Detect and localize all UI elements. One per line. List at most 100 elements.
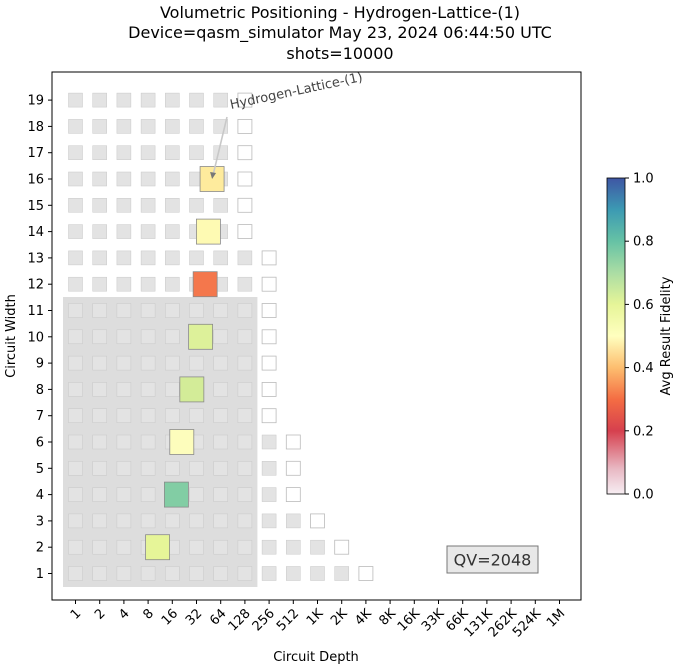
outline-cell-w15-d128 [237, 197, 253, 213]
grid-cell-w11-d64 [213, 303, 228, 318]
grid-cell-w10-d1 [68, 329, 83, 345]
grid-cell-w2-d2 [92, 539, 107, 555]
grid-cell-w8-d16 [165, 382, 180, 397]
grid-cell-w5-d8 [140, 461, 156, 476]
outline-cell-w9-d256 [261, 355, 277, 371]
x-tick-label-32: 32 [183, 606, 205, 628]
grid-cell-w10-d8 [140, 329, 156, 345]
data-point-7 [196, 218, 221, 245]
grid-cell-w1-d8 [140, 566, 156, 581]
outline-cell-w4-d512 [285, 487, 301, 503]
x-tick-label-33K: 33K [419, 606, 448, 635]
grid-cell-w3-d4 [116, 513, 132, 529]
grid-cell-w13-d2 [92, 250, 107, 266]
grid-cell-w15-d8 [140, 198, 156, 213]
y-tick-label-14: 14 [27, 225, 44, 240]
outline-cell-w16-d128 [237, 171, 253, 187]
grid-cell-w15-d1 [68, 198, 83, 213]
grid-cell-w7-d32 [189, 408, 204, 423]
y-tick-label-3: 3 [36, 514, 44, 529]
chart-title-line-2: Device=qasm_simulator May 23, 2024 06:44… [128, 23, 552, 43]
grid-cell-w6-d4 [116, 434, 132, 450]
grid-cell-w19-d8 [140, 92, 156, 108]
colorbar-tick-label-0.6: 0.6 [633, 298, 654, 313]
grid-cell-w4-d1 [68, 487, 83, 502]
grid-cell-w15-d16 [165, 198, 180, 213]
data-point-5 [188, 323, 214, 350]
grid-cell-w1-d16 [165, 566, 180, 581]
grid-cell-w16-d1 [68, 171, 83, 187]
grid-cell-w11-d1 [68, 303, 83, 318]
grid-cell-w9-d64 [213, 355, 228, 371]
grid-cell-w4-d32 [189, 487, 204, 502]
grid-cell-w7-d1 [68, 408, 83, 423]
grid-cell-w5-d2 [92, 461, 107, 476]
colorbar-tick-label-0.2: 0.2 [633, 424, 654, 439]
grid-cell-w17-d32 [189, 145, 204, 160]
outline-cell-w19-d128 [237, 92, 253, 108]
grid-cell-w18-d16 [165, 119, 180, 134]
grid-cell-w12-d16 [165, 276, 180, 292]
grid-cell-w19-d2 [92, 92, 107, 108]
y-tick-label-18: 18 [27, 120, 44, 135]
outline-cell-w1-d4K [358, 566, 374, 581]
y-tick-label-16: 16 [27, 173, 44, 188]
grid-cell-w1-d32 [189, 566, 204, 581]
grid-cell-w4-d64 [213, 487, 228, 502]
y-tick-label-1: 1 [36, 567, 44, 582]
annotation-clip-cover [200, 60, 500, 72]
grid-cell-w9-d32 [189, 355, 204, 371]
data-point-3 [169, 429, 195, 455]
grid-cell-w16-d8 [140, 171, 156, 187]
outline-cell-w3-d1K [310, 513, 325, 529]
colorbar [606, 177, 626, 495]
grid-cell-w15-d32 [189, 198, 204, 213]
data-point-6 [192, 271, 218, 298]
y-axis-label: Circuit Width [4, 294, 19, 378]
grid-cell-w1-d2 [92, 566, 107, 581]
grid-cell-w9-d2 [92, 355, 107, 371]
grid-cell-w7-d8 [140, 408, 156, 423]
grid-cell-w9-d16 [165, 355, 180, 371]
grid-cell-w1-d64 [213, 566, 228, 581]
grid-cell-w19-d1 [68, 92, 83, 108]
data-point-2 [164, 481, 189, 508]
outline-cell-w18-d128 [237, 119, 253, 134]
grid-cell-w2-d32 [189, 539, 204, 555]
grid-cell-w3-d16 [165, 513, 180, 529]
grid-cell-w3-d512 [286, 513, 301, 529]
colorbar-tick-label-0.8: 0.8 [633, 235, 654, 250]
grid-cell-w17-d8 [140, 145, 156, 160]
outline-cell-w13-d256 [261, 250, 277, 266]
grid-cell-w12-d1 [68, 276, 83, 292]
grid-cell-w12-d128 [237, 276, 253, 292]
x-tick-label-1M: 1M [544, 606, 568, 630]
grid-cell-w4-d4 [116, 487, 132, 502]
grid-cell-w1-d1K [310, 566, 325, 581]
y-tick-label-12: 12 [27, 278, 44, 293]
x-tick-label-524K: 524K [510, 606, 545, 641]
grid-cell-w16-d16 [165, 171, 180, 187]
grid-cell-w10-d64 [213, 329, 228, 345]
grid-cell-w7-d64 [213, 408, 228, 423]
grid-cell-w15-d64 [213, 198, 228, 213]
grid-cell-w13-d128 [237, 250, 253, 266]
grid-cell-w8-d2 [92, 382, 107, 397]
grid-cell-w19-d16 [165, 92, 180, 108]
grid-cell-w4-d2 [92, 487, 107, 502]
grid-cell-w15-d2 [92, 198, 107, 213]
outline-cell-w6-d512 [285, 434, 301, 450]
grid-cell-w14-d8 [140, 224, 156, 239]
grid-cell-w16-d2 [92, 171, 107, 187]
y-tick-label-7: 7 [36, 409, 44, 424]
grid-cell-w7-d2 [92, 408, 107, 423]
grid-cell-w19-d64 [213, 92, 228, 108]
grid-cell-w14-d2 [92, 224, 107, 239]
grid-cell-w4-d8 [140, 487, 156, 502]
grid-cell-w3-d64 [213, 513, 228, 529]
grid-cell-w12-d8 [140, 276, 156, 292]
grid-cell-w5-d32 [189, 461, 204, 476]
data-point-1 [145, 534, 170, 561]
outline-cell-w2-d2K [334, 539, 350, 555]
